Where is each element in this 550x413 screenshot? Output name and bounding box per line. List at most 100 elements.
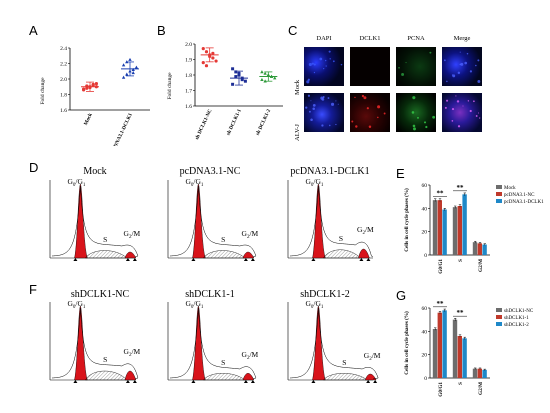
fluorescence-speck	[423, 121, 427, 124]
fluorescence-speck	[451, 108, 455, 111]
scatter-point	[134, 65, 139, 69]
g2m-peak	[358, 248, 370, 259]
bar-y-tick-label: 40	[422, 206, 428, 212]
gate-marker	[311, 380, 316, 383]
fluorescence-speck	[310, 118, 313, 122]
fluorescence-speck	[469, 70, 473, 73]
bar	[472, 368, 478, 378]
mic-texture	[305, 50, 481, 131]
legend-label: shDCLK1-1	[504, 316, 529, 321]
fluorescence-speck	[319, 57, 323, 61]
mic-col-dapi: DAPI	[316, 35, 332, 42]
y-tick-label: 2.2	[60, 62, 67, 68]
fluorescence-speck	[457, 125, 461, 128]
scatter-point	[201, 47, 205, 51]
g0g1-label: G0/G1	[305, 177, 323, 188]
bar-y-tick-label: 20	[422, 353, 428, 359]
fluorescence-speck	[446, 99, 449, 102]
fluorescence-speck	[412, 124, 416, 128]
scatter-point	[121, 63, 126, 67]
sig-stars: **	[437, 300, 445, 308]
fluorescence-speck	[328, 50, 331, 53]
panel-label-d: D	[29, 160, 39, 175]
g2m-label: G2/M	[242, 229, 259, 240]
fluorescence-speck	[325, 59, 327, 62]
flow-histogram: G0/G1 S G2/M	[287, 177, 374, 261]
s-label: S	[103, 355, 107, 364]
hist-outline	[169, 185, 257, 258]
bar	[452, 319, 458, 378]
gate-marker	[366, 380, 371, 383]
scatter-point	[131, 67, 135, 71]
s-phase-area	[322, 373, 368, 381]
gate-marker	[250, 380, 255, 383]
s-label: S	[103, 235, 107, 244]
y-tick-label: 1.9	[185, 58, 192, 64]
fluorescence-speck	[425, 125, 428, 129]
hist-d-title-3: pcDNA3.1-DCLK1	[290, 166, 370, 177]
s-label: S	[339, 234, 343, 243]
y-tick-label: 2.4	[60, 46, 67, 52]
bar	[452, 207, 458, 255]
scatter-point	[85, 86, 89, 90]
fluorescence-speck	[443, 59, 446, 62]
panel-d-histograms: G0/G1 S G2/M G0/G1 S G2/M G0/G1 S G2/M	[49, 177, 374, 261]
y-tick-label: 1.6	[185, 104, 192, 110]
legend-swatch	[496, 315, 502, 319]
bar	[442, 209, 447, 255]
y-tick-label: 1.7	[185, 89, 192, 95]
s-label: S	[221, 235, 225, 244]
panel-b-scatter: Fold change 1.61.71.81.92.0 sh DCLK1-NC s…	[167, 42, 283, 141]
fluorescence-speck	[329, 124, 331, 127]
g2m-peak	[364, 373, 377, 381]
legend-label: shDCLK1-2	[504, 323, 529, 328]
s-label: S	[342, 358, 346, 367]
fluorescence-speck	[322, 96, 325, 99]
fluorescence-speck	[459, 51, 461, 53]
scatter-point	[128, 57, 132, 61]
legend-swatch	[496, 199, 502, 203]
bar-ylabel: Cells in cell cycle phases (%)	[403, 311, 410, 375]
scatter-point	[204, 50, 209, 54]
g0g1-label: G0/G1	[67, 299, 85, 310]
fluorescence-speck	[308, 110, 311, 113]
bar-ylabel: Cells in cell cycle phases (%)	[403, 188, 410, 252]
fluorescence-speck	[467, 100, 470, 102]
fluorescence-speck	[444, 106, 447, 109]
fluorescence-speck	[321, 124, 324, 127]
g0g1-peak	[74, 183, 88, 259]
scatter-point	[94, 82, 98, 86]
legend-swatch	[496, 192, 502, 196]
fluorescence-speck	[432, 115, 436, 119]
g2m-label: G2/M	[364, 351, 381, 362]
legend-swatch	[496, 322, 502, 326]
panel-b-ylabel: Fold change	[167, 72, 173, 100]
flow-histogram: G0/G1 S G2/M	[287, 299, 381, 383]
panel-label-f: F	[29, 282, 37, 297]
scatter-point	[234, 75, 238, 79]
scatter-point	[231, 82, 235, 86]
bar	[432, 329, 438, 378]
bar	[462, 338, 467, 378]
panel-b-ticks: 1.6 1.7 1.8 1.9 2.0	[185, 42, 195, 110]
y-tick-label: 1.8	[60, 93, 67, 99]
scatter-point	[243, 79, 247, 83]
fluorescence-speck	[335, 100, 337, 102]
fluorescence-speck	[475, 64, 477, 67]
fluorescence-speck	[462, 105, 464, 107]
g2m-peak	[124, 251, 137, 259]
fluorescence-speck	[312, 103, 316, 107]
legend-label: shDCLK1-NC	[504, 309, 534, 314]
fluorescence-speck	[327, 97, 330, 99]
fluorescence-speck	[477, 79, 481, 83]
bar-y-tick-label: 20	[422, 230, 428, 236]
hist-f-title-2: shDCLK1-1	[185, 289, 235, 300]
fluorescence-speck	[351, 120, 354, 123]
mic-tile-mock-dclk1	[350, 47, 390, 86]
panel-label-e: E	[396, 166, 405, 181]
g2m-label: G2/M	[124, 347, 141, 358]
fluorescence-speck	[456, 100, 460, 103]
panel-a-ticks: 1.6 1.8 2.0 2.2 2.4	[60, 46, 70, 114]
s-phase-area	[85, 250, 128, 259]
fluorescence-speck	[411, 111, 415, 114]
